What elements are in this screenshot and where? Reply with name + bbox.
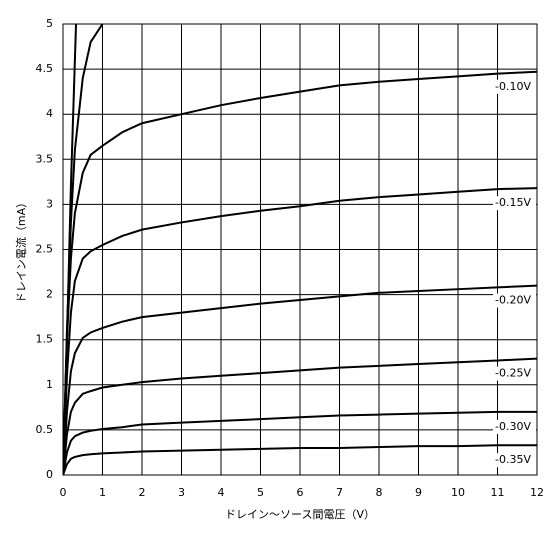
y-tick-label: 0.5: [36, 423, 54, 436]
x-tick-label: 12: [530, 486, 544, 499]
series-line: [63, 284, 537, 475]
y-tick-label: 2: [46, 288, 53, 301]
label-background: [493, 453, 536, 468]
label-background: [493, 366, 536, 381]
label-background: [493, 196, 536, 211]
series-label: -0.15V: [495, 196, 531, 209]
series-line: [63, 410, 537, 475]
series-label: -0.20V: [495, 294, 531, 307]
label-background: [493, 293, 536, 308]
x-tick-label: 6: [297, 486, 304, 499]
y-tick-label: 0: [46, 468, 53, 481]
series-label: -0.25V: [495, 367, 531, 380]
x-tick-label: 0: [60, 486, 67, 499]
x-tick-label: 5: [257, 486, 264, 499]
y-tick-label: 2.5: [36, 243, 54, 256]
series-label: -0.10V: [495, 80, 531, 93]
y-tick-label: 5: [46, 17, 53, 30]
y-tick-label: 1.5: [36, 333, 54, 346]
y-tick-label: 3: [46, 197, 53, 210]
series-line: [63, 187, 537, 475]
x-tick-label: 4: [218, 486, 225, 499]
x-tick-label: 2: [139, 486, 146, 499]
y-tick-label: 4.5: [36, 62, 54, 75]
x-tick-label: 1: [99, 486, 106, 499]
y-tick-label: 1: [46, 378, 53, 391]
x-tick-label: 10: [451, 486, 465, 499]
x-tick-label: 3: [178, 486, 185, 499]
series-label: -0.35V: [495, 453, 531, 466]
label-background: [493, 79, 536, 94]
y-axis-label: ドレイン電流（mA）: [14, 197, 28, 303]
series-line: [63, 70, 537, 475]
x-tick-label: 7: [336, 486, 343, 499]
series-label: -0.30V: [495, 420, 531, 433]
y-tick-label: 3.5: [36, 152, 54, 165]
x-tick-label: 8: [376, 486, 383, 499]
x-tick-label: 11: [491, 486, 505, 499]
x-axis-label: ドレイン～ソース間電圧（V）: [225, 508, 375, 521]
label-background: [493, 419, 536, 434]
series-line: [63, 444, 537, 475]
y-tick-label: 4: [46, 107, 53, 120]
series-line: [63, 357, 537, 475]
x-tick-label: 9: [415, 486, 422, 499]
